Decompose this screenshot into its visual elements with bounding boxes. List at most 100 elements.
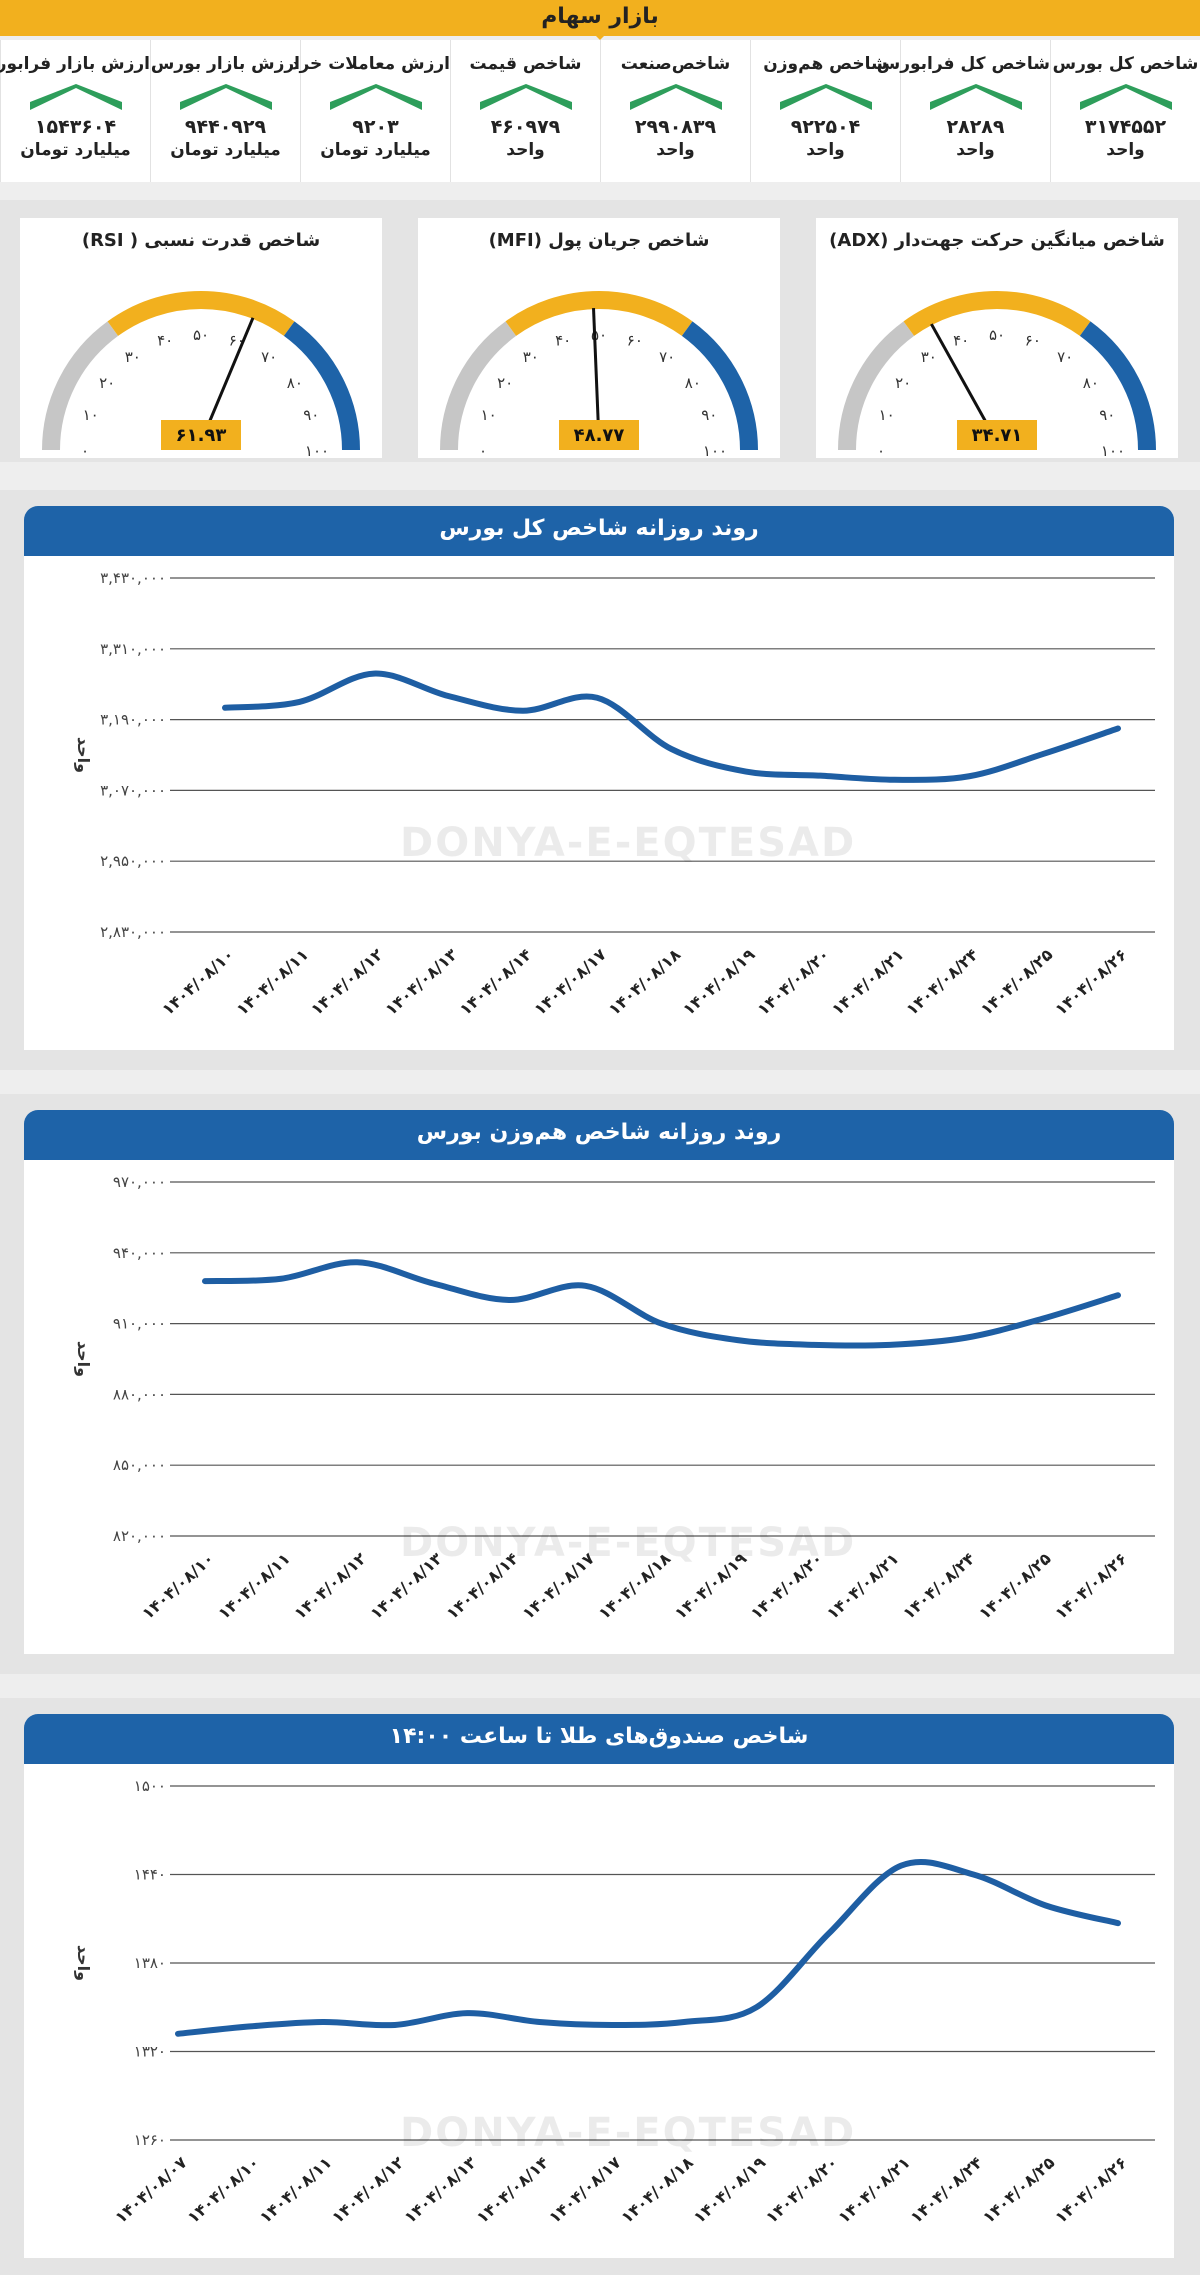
- x-tick-label: ۱۴۰۴/۰۸/۲۵: [977, 945, 1057, 1019]
- stat-card: شاخص کل بورس ۳۱۷۴۵۵۲ واحد: [1050, 40, 1200, 182]
- gauge-value-label: ۳۴.۷۱: [972, 425, 1023, 446]
- x-tick-label: ۱۴۰۴/۰۸/۲۰: [747, 1549, 826, 1623]
- x-tick-label: ۱۴۰۴/۰۸/۱۸: [595, 1549, 675, 1623]
- y-tick-label: ۹۷۰,۰۰۰: [113, 1173, 166, 1191]
- gold-funds-line-chart: ۱۲۶۰۱۳۲۰۱۳۸۰۱۴۴۰۱۵۰۰واحد۱۴۰۴/۰۸/۰۷۱۴۰۴/۰…: [74, 1777, 1155, 2227]
- chart-panel-equal-weight-index: روند روزانه شاخص هم‌وزن بورس ۸۲۰,۰۰۰ ۸۵۰,…: [0, 1094, 1200, 1674]
- stat-title: ارزش بازار فرابورس: [0, 54, 150, 74]
- page-title: بازار سهام: [541, 4, 659, 29]
- x-tick-label: ۱۴۰۴/۰۸/۱۴: [473, 2153, 553, 2227]
- y-tick-label: ۹۴۰,۰۰۰: [113, 1244, 166, 1262]
- x-tick-label: ۱۴۰۴/۰۸/۱۰: [138, 1549, 217, 1623]
- gauge-needle: [592, 308, 601, 443]
- total-index-line-chart: ۲,۸۳۰,۰۰۰ ۲,۹۵۰,۰۰۰ ۳,۰۷۰,۰۰۰ ۳,۱۹۰,۰۰۰ ۳,۳۱…: [74, 569, 1155, 1019]
- stat-title: ارزش بازار بورس: [150, 54, 300, 74]
- y-tick-label: ۱۵۰۰: [134, 1777, 166, 1795]
- gauge-tick-label: ۱۰۰: [703, 442, 727, 458]
- gauge-tick-label: ۸۰: [1083, 374, 1099, 392]
- up-trend-icon: [929, 84, 1022, 110]
- stat-title: شاخص هم‌وزن: [763, 54, 888, 74]
- x-tick-label: ۱۴۰۴/۰۸/۱۷: [530, 945, 610, 1019]
- x-tick-label: ۱۴۰۴/۰۸/۱۷: [545, 2153, 625, 2227]
- gauge-tick-label: ۹۰: [1099, 406, 1115, 424]
- x-tick-label: ۱۴۰۴/۰۸/۲۱: [828, 945, 907, 1019]
- gauge-tick-label: ۳۰: [523, 348, 539, 366]
- gauge-value-badge: [161, 420, 241, 450]
- gauge-tick-label: ۰: [479, 442, 487, 458]
- stat-card: شاخص کل فرابورس ۲۸۲۸۹ واحد: [876, 40, 1050, 182]
- stat-card: ارزش بازار بورس ۹۴۴۰۹۲۹ میلیارد تومان: [150, 40, 300, 182]
- y-axis-label: واحد: [74, 737, 93, 773]
- stat-value: ۳۱۷۴۵۵۲: [1084, 116, 1167, 138]
- gauge-tick-label: ۰: [877, 442, 885, 458]
- stat-value: ۹۴۴۰۹۲۹: [184, 116, 267, 138]
- gauge-tick-label: ۷۰: [1057, 348, 1073, 366]
- gauge-band-mid: [107, 291, 295, 336]
- x-tick-label: ۱۴۰۴/۰۸/۲۴: [899, 1549, 979, 1623]
- x-tick-label: ۱۴۰۴/۰۸/۱۳: [381, 945, 461, 1019]
- stat-value: ۹۲۰۳: [352, 116, 399, 138]
- chart-title: روند روزانه شاخص کل بورس: [439, 516, 759, 541]
- stat-unit: واحد: [506, 140, 545, 160]
- y-tick-label: ۳,۰۷۰,۰۰۰: [100, 781, 166, 799]
- x-tick-label: ۱۴۰۴/۰۸/۱۲: [307, 945, 387, 1019]
- stat-unit: واحد: [956, 140, 995, 160]
- gauge-tick-label: ۸۰: [287, 374, 303, 392]
- chart-header: روند روزانه شاخص کل بورس: [24, 506, 1174, 556]
- stat-card: شاخص هم‌وزن ۹۲۲۵۰۴ واحد: [750, 40, 900, 182]
- y-tick-label: ۱۳۲۰: [134, 2043, 166, 2061]
- y-tick-label: ۱۳۸۰: [134, 1954, 166, 1972]
- gauge-tick-label: ۷۰: [659, 348, 675, 366]
- up-trend-icon: [779, 84, 872, 110]
- gauge-title: شاخص قدرت نسبی ( RSI): [81, 230, 321, 251]
- chart-card: [24, 1738, 1174, 2258]
- series-line: [175, 1859, 1121, 2037]
- x-tick-label: ۱۴۰۴/۰۸/۱۱: [256, 2153, 335, 2227]
- gauge-tick-label: ۵۰: [193, 326, 209, 344]
- stat-value: ۲۹۹۰۸۳۹: [634, 116, 717, 138]
- x-tick-label: ۱۴۰۴/۰۸/۲۰: [762, 2153, 841, 2227]
- gauge-tick-label: ۲۰: [99, 374, 115, 392]
- gauge-tick-label: ۷۰: [261, 348, 277, 366]
- gauge-card: شاخص جریان پول (MFI) ۰ ۱۰ ۲۰ ۳۰ ۴۰ ۵۰ ۶۰ ۷۰ ۸۰ ۹۰ ۱…: [418, 218, 780, 458]
- stat-title: ارزش معاملات خرد: [290, 54, 450, 74]
- stat-unit: واحد: [806, 140, 845, 160]
- stat-value: ۲۸۲۸۹: [946, 116, 1005, 138]
- gauge-band-high: [681, 321, 758, 451]
- stat-unit: واحد: [1106, 140, 1145, 160]
- chart-header: روند روزانه شاخص هم‌وزن بورس: [24, 1110, 1174, 1160]
- chart-title: روند روزانه شاخص هم‌وزن بورس: [416, 1120, 782, 1145]
- stat-title: شاخص کل بورس: [1052, 54, 1199, 74]
- x-tick-label: ۱۴۰۴/۰۸/۲۱: [834, 2153, 913, 2227]
- gauge-tick-label: ۱۰: [481, 406, 497, 424]
- stat-card: شاخص‌صنعت ۲۹۹۰۸۳۹ واحد: [600, 40, 750, 182]
- gauge-title: شاخص میانگین حرکت جهت‌دار (ADX): [829, 230, 1165, 251]
- x-tick-label: ۱۴۰۴/۰۸/۱۰: [158, 945, 237, 1019]
- gauge-tick-label: ۴۰: [555, 332, 571, 350]
- gauge-tick-label: ۶۰: [1025, 332, 1041, 350]
- stat-value: ۱۵۴۳۶۰۴: [34, 116, 117, 138]
- gauge-tick-label: ۴۰: [157, 332, 173, 350]
- gauge-tick-label: ۹۰: [701, 406, 717, 424]
- y-tick-label: ۳,۴۳۰,۰۰۰: [100, 569, 166, 587]
- y-tick-label: ۸۲۰,۰۰۰: [113, 1527, 166, 1545]
- gauge-title: شاخص جریان پول (MFI): [488, 230, 710, 251]
- stat-value: ۹۲۲۵۰۴: [790, 116, 861, 138]
- stat-unit: واحد: [656, 140, 695, 160]
- y-tick-label: ۸۸۰,۰۰۰: [113, 1385, 166, 1403]
- gauge-tick-label: ۹۰: [303, 406, 319, 424]
- x-tick-label: ۱۴۰۴/۰۸/۲۴: [902, 945, 982, 1019]
- x-tick-label: ۱۴۰۴/۰۸/۲۱: [823, 1549, 902, 1623]
- x-tick-label: ۱۴۰۴/۰۸/۱۴: [456, 945, 536, 1019]
- stat-unit: میلیارد تومان: [170, 140, 281, 160]
- gauge-value-badge: [559, 420, 639, 450]
- stat-card: ارزش معاملات خرد ۹۲۰۳ میلیارد تومان: [290, 40, 450, 182]
- x-tick-label: ۱۴۰۴/۰۸/۲۶: [1051, 2153, 1130, 2227]
- gauge-tick-label: ۶۰: [627, 332, 643, 350]
- gauge-tick-label: ۳۰: [921, 348, 937, 366]
- gauge-band-mid: [903, 291, 1091, 336]
- stat-title: شاخص کل فرابورس: [876, 54, 1050, 74]
